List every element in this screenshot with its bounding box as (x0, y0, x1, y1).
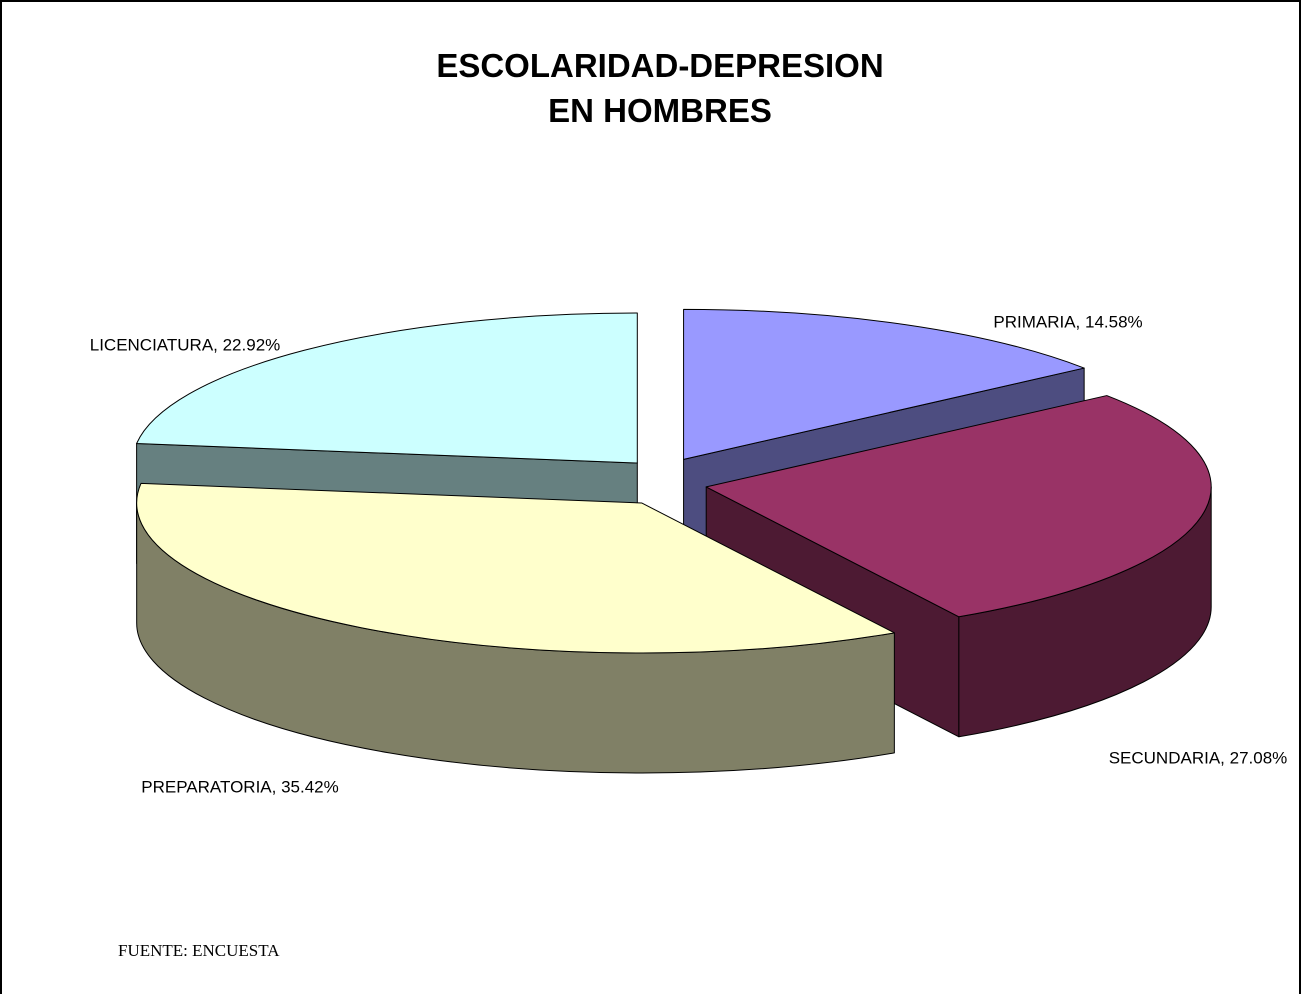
data-label: LICENCIATURA, 22.92% (90, 335, 281, 354)
pie (136, 308, 1212, 774)
source-note: FUENTE: ENCUESTA (118, 941, 280, 960)
slice-top (705, 395, 1212, 618)
chart-title: EN HOMBRES (548, 92, 772, 129)
slice (136, 482, 895, 774)
data-label: PRIMARIA, 14.58% (993, 312, 1142, 331)
slice-top (136, 482, 895, 654)
slice-top (136, 312, 638, 464)
chart-title: ESCOLARIDAD-DEPRESION (436, 47, 883, 84)
data-label: PREPARATORIA, 35.42% (141, 777, 338, 796)
data-label: SECUNDARIA, 27.08% (1109, 748, 1288, 767)
slice-top (683, 308, 1085, 460)
